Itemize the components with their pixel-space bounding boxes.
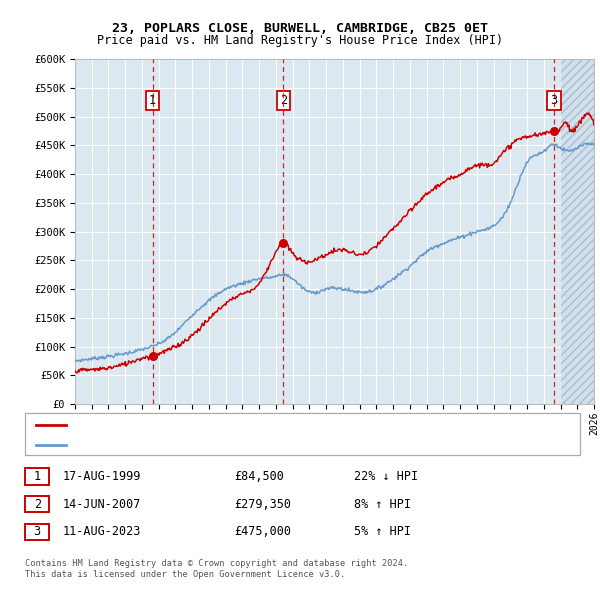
Text: £84,500: £84,500 — [234, 470, 284, 483]
Text: 2: 2 — [280, 94, 287, 107]
Text: 8% ↑ HPI: 8% ↑ HPI — [354, 497, 411, 511]
Text: 1: 1 — [149, 94, 156, 107]
Text: Price paid vs. HM Land Registry's House Price Index (HPI): Price paid vs. HM Land Registry's House … — [97, 34, 503, 47]
Bar — [560, 59, 594, 404]
Text: 22% ↓ HPI: 22% ↓ HPI — [354, 470, 418, 483]
Text: Contains HM Land Registry data © Crown copyright and database right 2024.
This d: Contains HM Land Registry data © Crown c… — [25, 559, 409, 579]
Bar — [560, 59, 594, 404]
Text: 14-JUN-2007: 14-JUN-2007 — [63, 497, 142, 511]
Text: 11-AUG-2023: 11-AUG-2023 — [63, 525, 142, 539]
Text: 1: 1 — [34, 470, 41, 483]
Text: 23, POPLARS CLOSE, BURWELL, CAMBRIDGE, CB25 0ET: 23, POPLARS CLOSE, BURWELL, CAMBRIDGE, C… — [112, 22, 488, 35]
Text: 3: 3 — [34, 525, 41, 539]
Text: 17-AUG-1999: 17-AUG-1999 — [63, 470, 142, 483]
Text: £279,350: £279,350 — [234, 497, 291, 511]
Text: 3: 3 — [550, 94, 557, 107]
Text: 2: 2 — [34, 497, 41, 511]
Text: £475,000: £475,000 — [234, 525, 291, 539]
Text: 23, POPLARS CLOSE, BURWELL, CAMBRIDGE, CB25 0ET (detached house): 23, POPLARS CLOSE, BURWELL, CAMBRIDGE, C… — [72, 420, 448, 430]
Text: HPI: Average price, detached house, East Cambridgeshire: HPI: Average price, detached house, East… — [72, 440, 395, 450]
Text: 5% ↑ HPI: 5% ↑ HPI — [354, 525, 411, 539]
